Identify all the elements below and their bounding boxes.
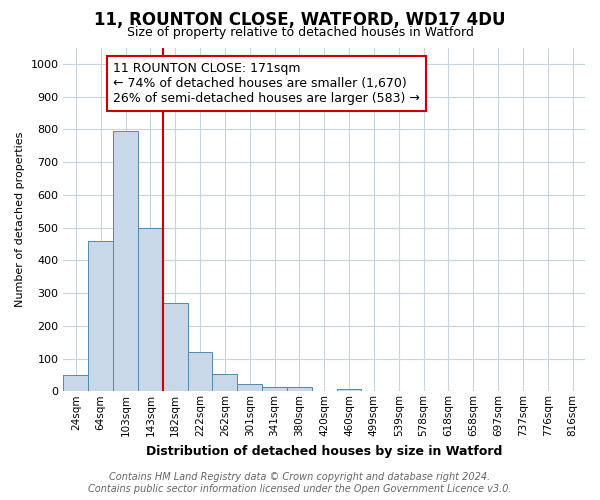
Bar [237, 384, 262, 392]
Bar [113, 131, 138, 392]
Text: 11, ROUNTON CLOSE, WATFORD, WD17 4DU: 11, ROUNTON CLOSE, WATFORD, WD17 4DU [94, 11, 506, 29]
Bar [88, 242, 113, 392]
Text: Size of property relative to detached houses in Watford: Size of property relative to detached ho… [127, 26, 473, 39]
Bar [337, 388, 361, 392]
Bar [212, 374, 237, 392]
Bar [64, 375, 88, 392]
Text: 11 ROUNTON CLOSE: 171sqm
← 74% of detached houses are smaller (1,670)
26% of sem: 11 ROUNTON CLOSE: 171sqm ← 74% of detach… [113, 62, 420, 105]
Bar [188, 352, 212, 392]
Bar [138, 228, 163, 392]
Bar [163, 303, 188, 392]
Bar [287, 388, 312, 392]
Text: Contains HM Land Registry data © Crown copyright and database right 2024.
Contai: Contains HM Land Registry data © Crown c… [88, 472, 512, 494]
X-axis label: Distribution of detached houses by size in Watford: Distribution of detached houses by size … [146, 444, 502, 458]
Y-axis label: Number of detached properties: Number of detached properties [15, 132, 25, 307]
Bar [262, 387, 287, 392]
